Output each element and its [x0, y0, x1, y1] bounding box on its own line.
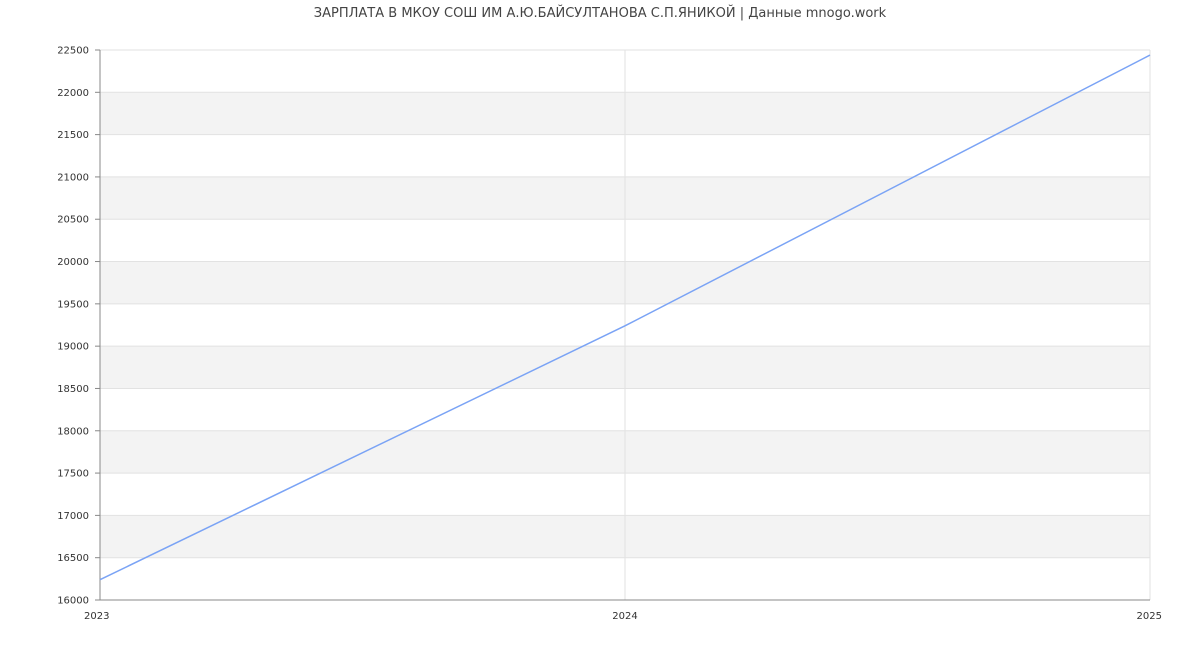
y-tick-label: 19500	[57, 299, 89, 310]
x-tick-label: 2025	[1137, 611, 1162, 622]
y-tick-label: 16500	[57, 553, 89, 564]
y-tick-label: 22500	[57, 46, 89, 57]
y-tick-label: 19000	[57, 342, 89, 353]
y-tick-label: 20500	[57, 215, 89, 226]
chart-title: ЗАРПЛАТА В МКОУ СОШ ИМ А.Ю.БАЙСУЛТАНОВА …	[313, 6, 887, 21]
y-tick-label: 21000	[57, 172, 89, 183]
y-tick-label: 17500	[57, 469, 89, 480]
y-tick-label: 22000	[57, 88, 89, 99]
y-tick-label: 18000	[57, 426, 89, 437]
y-tick-label: 17000	[57, 511, 89, 522]
x-tick-label: 2024	[612, 611, 637, 622]
y-tick-label: 20000	[57, 257, 89, 268]
y-tick-label: 16000	[57, 596, 89, 607]
x-tick-label: 2023	[84, 611, 109, 622]
series-line	[99, 54, 1151, 581]
y-tick-label: 21500	[57, 130, 89, 141]
y-tick-label: 18500	[57, 384, 89, 395]
